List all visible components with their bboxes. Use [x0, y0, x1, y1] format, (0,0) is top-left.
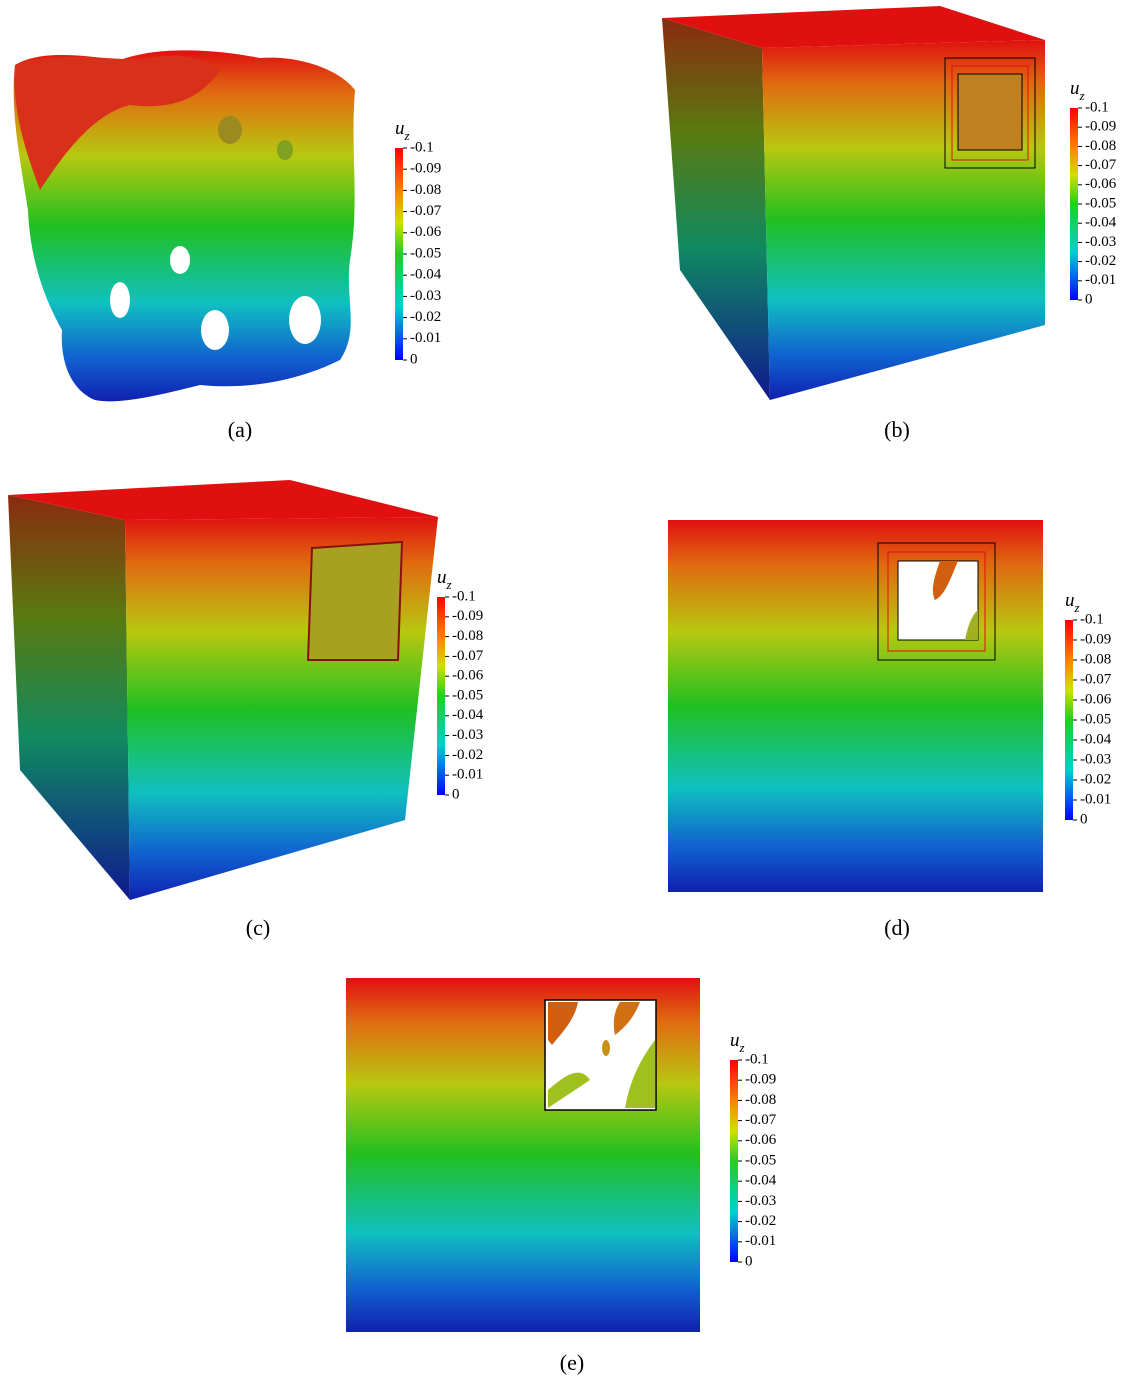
- colorbar-tick-label: -0.08: [452, 628, 483, 644]
- colorbar-tick-label: -0.09: [1080, 631, 1111, 647]
- colorbar-title: uz: [395, 118, 410, 143]
- subscript: z: [1079, 88, 1085, 103]
- colorbar-tick-label: -0.06: [1080, 691, 1112, 707]
- slice-render: [346, 978, 700, 1332]
- colorbar-tick-label: -0.09: [452, 608, 483, 624]
- colorbar-title: uz: [730, 1030, 745, 1055]
- colorbar-tick-label: -0.02: [410, 309, 441, 325]
- colorbar-gradient: [730, 1060, 738, 1262]
- caption: (d): [884, 915, 910, 940]
- colorbar-tick-label: -0.09: [1085, 119, 1116, 135]
- subscript: z: [446, 577, 452, 592]
- colorbar-tick-label: -0.09: [745, 1072, 776, 1088]
- colorbar-tick-label: -0.1: [1085, 99, 1109, 115]
- colorbar-tick-label: -0.07: [745, 1112, 777, 1128]
- colorbar-tick-label: -0.04: [410, 267, 442, 283]
- colorbar-tick-label: 0: [410, 351, 418, 367]
- colorbar-tick-label: -0.06: [1085, 176, 1117, 192]
- subscript: z: [739, 1040, 745, 1055]
- cube-render: [8, 480, 438, 900]
- colorbar-tick-label: -0.01: [1085, 272, 1116, 288]
- caption: (b): [884, 417, 910, 442]
- symbol: u: [395, 118, 405, 139]
- colorbar-tick-label: -0.04: [745, 1173, 777, 1189]
- colorbar-tick-label: -0.07: [1085, 157, 1117, 173]
- colorbar-gradient: [437, 597, 445, 795]
- symbol: u: [1065, 590, 1075, 611]
- colorbar-tick-label: -0.1: [745, 1051, 769, 1067]
- colorbar-tick-label: -0.08: [745, 1092, 776, 1108]
- colorbar-tick-label: -0.01: [1080, 791, 1111, 807]
- cube-render: [662, 6, 1045, 400]
- colorbar-tick-label: -0.03: [452, 727, 483, 743]
- colorbar-tick-label: -0.01: [452, 767, 483, 783]
- colorbar-tick-label: -0.07: [410, 203, 442, 219]
- colorbar: uz-0.1 -0.09 -0.08 -0.07 -0.06 -0.05 -0.04 -0.0…: [437, 567, 484, 802]
- colorbar-tick-label: 0: [452, 786, 460, 802]
- colorbar-gradient: [395, 148, 403, 360]
- caption: (c): [246, 915, 270, 940]
- colorbar-tick-label: -0.08: [410, 182, 441, 198]
- colorbar-tick-label: -0.03: [745, 1193, 776, 1209]
- caption: (a): [228, 417, 252, 442]
- colorbar-title: uz: [1065, 590, 1080, 615]
- colorbar-title: uz: [437, 567, 452, 592]
- colorbar-tick-label: -0.01: [745, 1233, 776, 1249]
- colorbar-tick-label: -0.03: [1080, 751, 1111, 767]
- colorbar-tick-label: -0.1: [410, 139, 434, 155]
- colorbar-tick-label: -0.01: [410, 330, 441, 346]
- subscript: z: [404, 128, 410, 143]
- colorbar-tick-label: -0.09: [410, 161, 441, 177]
- colorbar-tick-label: 0: [1085, 291, 1093, 307]
- colorbar-tick-label: -0.08: [1085, 138, 1116, 154]
- colorbar: uz-0.1 -0.09 -0.08 -0.07 -0.06 -0.05 -0.04 -0.0…: [1065, 590, 1112, 827]
- colorbar-tick-label: -0.03: [1085, 234, 1116, 250]
- colorbar-tick-label: -0.08: [1080, 651, 1111, 667]
- subscript: z: [1074, 600, 1080, 615]
- symbol: u: [1070, 78, 1080, 99]
- colorbar-tick-label: -0.05: [452, 687, 483, 703]
- colorbar-tick-label: -0.06: [410, 224, 442, 240]
- colorbar: uz-0.1 -0.09 -0.08 -0.07 -0.06 -0.05 -0.04 -0.0…: [395, 118, 442, 367]
- slice-render: [668, 520, 1043, 892]
- colorbar-tick-label: -0.05: [410, 245, 441, 261]
- colorbar-title: uz: [1070, 78, 1085, 103]
- colorbar-tick-label: -0.05: [1085, 195, 1116, 211]
- colorbar-gradient: [1065, 620, 1073, 820]
- colorbar-tick-label: -0.04: [452, 707, 484, 723]
- colorbar: uz-0.1 -0.09 -0.08 -0.07 -0.06 -0.05 -0.04 -0.0…: [730, 1030, 777, 1269]
- colorbar-tick-label: -0.05: [1080, 711, 1111, 727]
- colorbar-tick-label: -0.02: [1085, 253, 1116, 269]
- colorbar-tick-label: 0: [1080, 811, 1088, 827]
- colorbar-tick-label: -0.05: [745, 1152, 776, 1168]
- colorbar-tick-label: -0.1: [452, 588, 476, 604]
- colorbar-tick-label: -0.07: [452, 648, 484, 664]
- figure: uz-0.1-0.09-0.08-0.07-0.06-0.05-0.04-0.0…: [0, 0, 1145, 1380]
- colorbar-gradient: [1070, 108, 1078, 300]
- colorbar-tick-label: -0.02: [1080, 771, 1111, 787]
- caption: (e): [560, 1350, 584, 1375]
- symbol: u: [730, 1030, 740, 1051]
- colorbar-tick-label: -0.03: [410, 288, 441, 304]
- colorbar-tick-label: -0.04: [1080, 731, 1112, 747]
- foam-render: [14, 50, 355, 401]
- symbol: u: [437, 567, 447, 588]
- colorbar-tick-label: -0.1: [1080, 611, 1104, 627]
- colorbar-tick-label: -0.02: [745, 1213, 776, 1229]
- colorbar-tick-label: 0: [745, 1253, 753, 1269]
- colorbar: uz-0.1 -0.09 -0.08 -0.07 -0.06 -0.05 -0.04 -0.0…: [1070, 78, 1117, 307]
- colorbar-tick-label: -0.06: [452, 668, 484, 684]
- colorbar-tick-label: -0.06: [745, 1132, 777, 1148]
- colorbar-tick-label: -0.02: [452, 747, 483, 763]
- colorbar-tick-label: -0.04: [1085, 215, 1117, 231]
- colorbar-tick-label: -0.07: [1080, 671, 1112, 687]
